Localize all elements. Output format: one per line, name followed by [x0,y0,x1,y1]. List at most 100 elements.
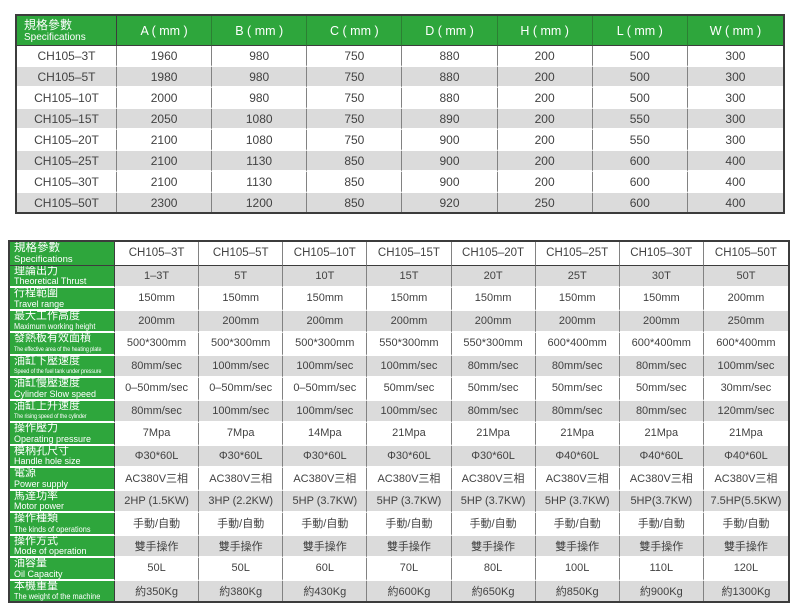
spec-value-cell: 100mm/sec [367,355,452,378]
spec-value-cell: 0–50mm/sec [199,378,284,401]
spec-value-cell: 約1300Kg [703,580,788,601]
spec-value-cell: 手動/自動 [703,513,788,536]
spec-value-cell: 600 [592,172,688,193]
spec-value-cell: 2100 [117,151,213,172]
row-header-en: Cylinder Slow speed [14,388,97,399]
table-row: CH105–30T 2100 1130 850 900 200 600 400 [17,172,783,193]
spec-value-cell: 200 [497,67,593,88]
spec-value-cell: 手動/自動 [619,513,704,536]
spec-value-cell: 550*300mm [451,333,536,356]
spec-value-cell: 100mm/sec [283,400,368,423]
row-header-zh: 最大工作高度 [14,310,80,322]
spec-value-cell: 200mm [199,310,284,333]
spec-value-cell: 約850Kg [535,580,620,601]
spec-row-header: 電源 Power supply [10,468,115,491]
spec-value-cell: 200 [497,109,593,130]
spec-value-cell: 750 [307,109,403,130]
spec-value-cell: 1–3T [115,265,200,288]
spec-value-cell: 980 [212,88,308,109]
model-column-header: CH105–25T [535,242,620,266]
spec-value-cell: 0–50mm/sec [283,378,368,401]
spec-value-cell: 2100 [117,172,213,193]
spec-value-cell: 250 [497,193,593,212]
spec-value-cell: AC380V三相 [199,468,284,491]
spec-value-cell: 980 [212,46,308,67]
table-row: 理論出力 Theoretical Thrust 1–3T 5T 10T 15T 20T 25T… [10,265,788,288]
spec-value-cell: 300 [687,109,783,130]
row-header-en: Mode of operation [14,546,87,556]
table-row: CH105–10T 2000 980 750 880 200 500 300 [17,88,783,109]
parameters-header-row: 規格參數 Specifications CH105–3T CH105–5T CH10… [10,242,788,266]
spec-row-header: 理論出力 Theoretical Thrust [10,265,115,288]
spec-value-cell: 50L [199,558,284,581]
table-row: 操作壓力 Operating pressure 7Mpa 7Mpa 14Mpa 21Mpa… [10,423,788,446]
spec-value-cell: 300 [687,130,783,151]
model-name-cell: CH105–3T [17,46,117,67]
spec-value-cell: 5T [199,265,284,288]
spec-value-cell: 30mm/sec [703,378,788,401]
spec-value-cell: 880 [402,67,498,88]
spec-value-cell: 600*400mm [619,333,704,356]
spec-dimensions-table: 規格參數 Specifications A ( mm ) B ( mm ) C ( … [15,14,785,214]
spec-value-cell: 80mm/sec [619,355,704,378]
spec-value-cell: 5HP (3.7KW) [367,490,452,513]
spec-value-cell: 雙手操作 [451,535,536,558]
spec-value-cell: 20T [451,265,536,288]
spec-value-cell: 10T [283,265,368,288]
spec-parameters-table: 規格參數 Specifications CH105–3T CH105–5T CH10… [8,240,790,603]
spec-value-cell: 200mm [451,310,536,333]
spec-value-cell: 50mm/sec [367,378,452,401]
spec-value-cell: 750 [307,46,403,67]
spec-value-cell: 100mm/sec [703,355,788,378]
spec-value-cell: 7.5HP(5.5KW) [703,490,788,513]
spec-row-header: 油缸上升速度 The rising speed of the cylinder [10,400,115,423]
spec-value-cell: Φ30*60L [367,445,452,468]
spec-row-header: 油容量 Oil Capacity [10,558,115,581]
spec-value-cell: 900 [402,130,498,151]
column-header: A ( mm ) [117,16,213,46]
row-header-en: The effective area of the heating plate [14,345,102,353]
spec-row-header: 操作壓力 Operating pressure [10,423,115,446]
spec-value-cell: 1130 [212,172,308,193]
table-row: CH105–5T 1980 980 750 880 200 500 300 [17,67,783,88]
corner-label-zh: 規格參數 [14,242,60,254]
row-header-zh: 發熱板有效面積 [14,333,91,344]
spec-value-cell: 980 [212,67,308,88]
spec-value-cell: AC380V三相 [535,468,620,491]
spec-value-cell: AC380V三相 [619,468,704,491]
spec-row-header: 油缸慢壓速度 Cylinder Slow speed [10,378,115,401]
spec-value-cell: 60L [283,558,368,581]
spec-value-cell: Φ30*60L [199,445,284,468]
spec-value-cell: 400 [687,172,783,193]
model-column-header: CH105–5T [199,242,284,266]
spec-value-cell: 21Mpa [367,423,452,446]
spec-value-cell: 150mm [367,288,452,311]
spec-value-cell: 250mm [703,310,788,333]
spec-value-cell: 200mm [619,310,704,333]
spec-value-cell: 7Mpa [199,423,284,446]
spec-value-cell: 1080 [212,109,308,130]
spec-value-cell: 100L [535,558,620,581]
spec-value-cell: 850 [307,193,403,212]
model-name-cell: CH105–25T [17,151,117,172]
table-row: 油缸慢壓速度 Cylinder Slow speed 0–50mm/sec 0–50m… [10,378,788,401]
spec-value-cell: Φ30*60L [283,445,368,468]
spec-value-cell: 500*300mm [199,333,284,356]
spec-value-cell: AC380V三相 [367,468,452,491]
spec-value-cell: 100mm/sec [199,355,284,378]
spec-value-cell: 300 [687,88,783,109]
spec-value-cell: 雙手操作 [283,535,368,558]
spec-value-cell: AC380V三相 [283,468,368,491]
spec-value-cell: 500 [592,67,688,88]
model-column-header: CH105–50T [703,242,788,266]
spec-value-cell: 200 [497,88,593,109]
spec-value-cell: 850 [307,151,403,172]
spec-value-cell: 80mm/sec [451,400,536,423]
column-header: D ( mm ) [402,16,498,46]
spec-row-header: 行程範圍 Travel range [10,288,115,311]
row-header-zh: 本機重量 [14,580,58,592]
spec-value-cell: 3HP (2.2KW) [199,490,284,513]
spec-value-cell: 5HP (3.7KW) [535,490,620,513]
spec-value-cell: 7Mpa [115,423,200,446]
table-corner-label: 規格參數 Specifications [17,16,117,46]
